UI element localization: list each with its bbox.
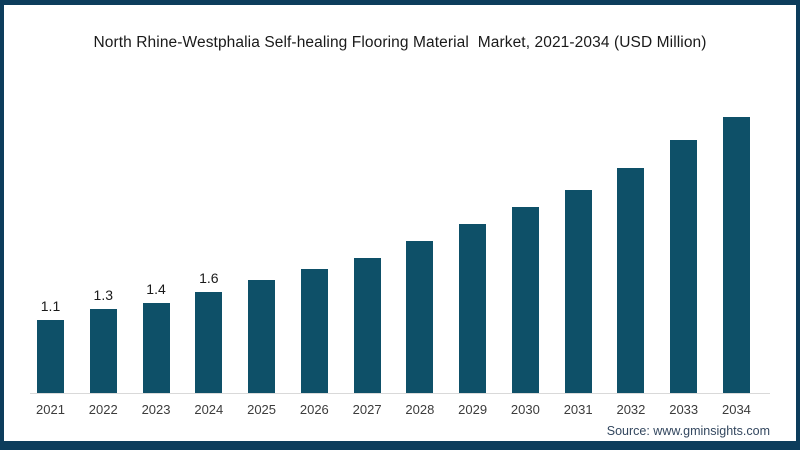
bar-column: 2034: [722, 93, 751, 417]
bar-column: 1.1 2021: [36, 93, 65, 417]
x-axis-tick-label: 2033: [669, 402, 699, 417]
x-axis-tick-label: 2023: [141, 402, 171, 417]
x-axis-tick-label: 2024: [194, 402, 224, 417]
bar-column: 2025: [247, 93, 276, 417]
x-axis-tick-label: 2028: [405, 402, 435, 417]
bar-value-label: 1.4: [146, 281, 166, 297]
bar-column: 2028: [405, 93, 434, 417]
bar: [142, 303, 170, 393]
bar-column: 2026: [300, 93, 329, 417]
bar: [670, 140, 698, 393]
bar: [195, 292, 223, 393]
bar: [459, 224, 487, 393]
bar: [353, 258, 381, 393]
x-axis-tick-label: 2029: [458, 402, 488, 417]
x-axis-tick-label: 2027: [352, 402, 382, 417]
bar: [511, 207, 539, 393]
bar: [617, 168, 645, 393]
bar-column: 1.4 2023: [142, 93, 171, 417]
x-axis-tick-label: 2032: [616, 402, 646, 417]
bar-value-label: 1.1: [40, 298, 61, 314]
bar: [722, 117, 750, 393]
bar-column: 2031: [564, 93, 593, 417]
bar: [564, 190, 592, 393]
bar-column: 2027: [353, 93, 382, 417]
x-axis-tick-label: 2026: [299, 402, 329, 417]
x-axis-line: [30, 392, 770, 394]
chart-title: North Rhine-Westphalia Self-healing Floo…: [93, 34, 707, 51]
bar: [37, 320, 64, 393]
bar-value-label: 1.6: [199, 270, 219, 286]
x-axis-tick-label: 2025: [247, 402, 277, 417]
x-axis-tick-label: 2031: [563, 402, 593, 417]
x-axis-tick-label: 2034: [721, 402, 751, 417]
bar-column: 1.6 2024: [194, 93, 223, 417]
bar-column: 2033: [669, 93, 698, 417]
bar-column: 2029: [458, 93, 487, 417]
bar: [89, 309, 117, 393]
source-attribution: Source: www.gminsights.com: [606, 424, 770, 438]
bar-column: 1.3 2022: [89, 93, 118, 417]
bar-value-label: 1.3: [93, 287, 113, 303]
bars-container: 1.1 2021 1.3 2022 1.4 2023 1.6 2024 2025 2026 2027…: [36, 93, 751, 417]
x-axis-tick-label: 2030: [510, 402, 540, 417]
x-axis-tick-label: 2021: [36, 402, 65, 417]
bar: [300, 269, 328, 393]
bar: [406, 241, 434, 393]
bar: [248, 280, 276, 393]
x-axis-tick-label: 2022: [88, 402, 118, 417]
bar-column: 2030: [511, 93, 540, 417]
bar-column: 2032: [616, 93, 645, 417]
